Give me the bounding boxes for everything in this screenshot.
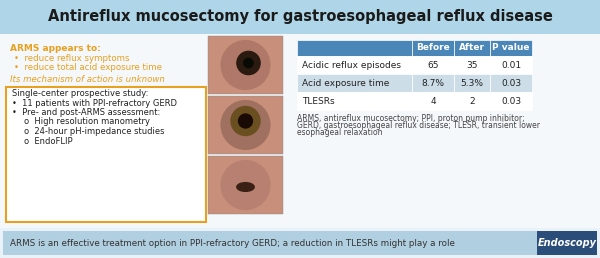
Text: o  24-hour pH-impedance studies: o 24-hour pH-impedance studies: [24, 127, 164, 136]
Text: 0.01: 0.01: [501, 60, 521, 69]
Text: Before: Before: [416, 44, 450, 52]
Bar: [3, 231, 593, 255]
Bar: [490, 56, 532, 74]
Circle shape: [221, 41, 270, 89]
Bar: [490, 92, 532, 110]
Circle shape: [237, 51, 260, 75]
Bar: [208, 96, 283, 154]
Text: Acidic reflux episodes: Acidic reflux episodes: [302, 60, 401, 69]
Bar: [297, 40, 412, 56]
Bar: [412, 40, 454, 56]
Bar: [454, 40, 490, 56]
Text: 0.03: 0.03: [501, 78, 521, 87]
Circle shape: [221, 161, 270, 209]
Bar: [490, 40, 532, 56]
Text: TLESRs: TLESRs: [302, 96, 335, 106]
Bar: [454, 56, 490, 74]
Bar: [454, 74, 490, 92]
Text: •  reduce total acid exposure time: • reduce total acid exposure time: [14, 63, 162, 72]
Bar: [537, 231, 597, 255]
Text: Acid exposure time: Acid exposure time: [302, 78, 389, 87]
Text: 0.03: 0.03: [501, 96, 521, 106]
Text: 5.3%: 5.3%: [461, 78, 484, 87]
Bar: [490, 74, 532, 92]
Text: Antireflux mucosectomy for gastroesophageal reflux disease: Antireflux mucosectomy for gastroesophag…: [47, 10, 553, 25]
Text: Its mechanism of action is unknown: Its mechanism of action is unknown: [10, 75, 165, 84]
Text: ARMS, antireflux mucosectomy; PPI, proton pump inhibitor;: ARMS, antireflux mucosectomy; PPI, proto…: [297, 114, 524, 123]
Bar: [454, 92, 490, 110]
Ellipse shape: [237, 183, 254, 191]
Circle shape: [231, 107, 260, 135]
Bar: [297, 74, 412, 92]
Bar: [208, 36, 283, 94]
Text: 4: 4: [430, 96, 436, 106]
Text: After: After: [459, 44, 485, 52]
Bar: [412, 56, 454, 74]
Bar: [0, 34, 600, 228]
Text: o  High resolution manometry: o High resolution manometry: [24, 117, 150, 126]
FancyBboxPatch shape: [6, 87, 206, 222]
Text: GERD, gastroesophageal reflux disease; TLESR, transient lower: GERD, gastroesophageal reflux disease; T…: [297, 121, 540, 130]
Text: Single-center prospective study:: Single-center prospective study:: [12, 89, 148, 98]
Bar: [297, 56, 412, 74]
Text: esophageal relaxation: esophageal relaxation: [297, 128, 383, 137]
Text: ARMS is an effective treatment option in PPI-refractory GERD; a reduction in TLE: ARMS is an effective treatment option in…: [10, 238, 455, 247]
Bar: [412, 92, 454, 110]
Circle shape: [239, 114, 253, 128]
Text: 2: 2: [469, 96, 475, 106]
Bar: [412, 74, 454, 92]
Text: •  reduce reflux symptoms: • reduce reflux symptoms: [14, 54, 130, 63]
Text: P value: P value: [492, 44, 530, 52]
Text: ARMS appears to:: ARMS appears to:: [10, 44, 101, 53]
Bar: [297, 92, 412, 110]
Bar: [208, 156, 283, 214]
Text: 65: 65: [427, 60, 439, 69]
Text: o  EndoFLIP: o EndoFLIP: [24, 136, 73, 146]
Circle shape: [221, 101, 270, 149]
Text: •  11 patients with PPI-refractory GERD: • 11 patients with PPI-refractory GERD: [12, 99, 177, 108]
Bar: [0, 0, 600, 34]
Text: Endoscopy: Endoscopy: [538, 238, 596, 248]
Text: 35: 35: [466, 60, 478, 69]
Circle shape: [244, 58, 253, 68]
Text: 8.7%: 8.7%: [421, 78, 445, 87]
Text: •  Pre- and post-ARMS assessment:: • Pre- and post-ARMS assessment:: [12, 108, 160, 117]
